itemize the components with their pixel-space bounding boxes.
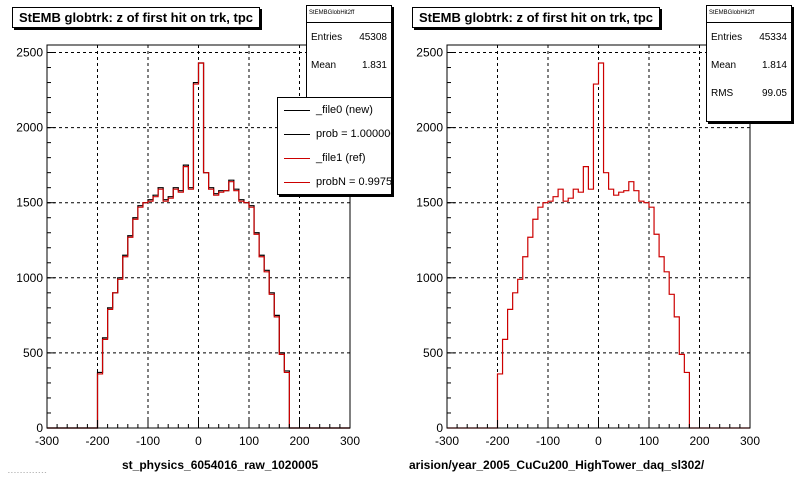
panel2-xtick-label: 0 (595, 434, 602, 448)
panel2-stats-name: StEMBGlobHit2ff (707, 6, 791, 23)
panel2-stats-rms-label: RMS (711, 87, 734, 99)
panel1-ytick-label: 2000 (16, 121, 43, 135)
legend-swatch-probn (284, 181, 310, 183)
panel1-legend: _file0 (new) prob = 1.000000 _file1 (ref… (277, 97, 392, 195)
panel2-ytick-label: 500 (423, 346, 443, 360)
panel2-ytick-label: 2000 (416, 121, 443, 135)
panel2-stats-entries-value: 45334 (759, 31, 787, 43)
legend-label-prob: prob = 1.000000 (316, 128, 392, 140)
panel2-stats-mean-value: 1.814 (761, 59, 787, 71)
panel1-xtick-label: -300 (35, 434, 59, 448)
panel2-stats-mean: Mean 1.814 (707, 51, 791, 79)
panel1-stats-mean: Mean 1.831 (307, 51, 391, 79)
panel2-stats-box: StEMBGlobHit2ff Entries 45334 Mean 1.814… (706, 5, 792, 122)
panel2-ytick-label: 2500 (416, 46, 443, 60)
panel1-x-title: st_physics_6054016_raw_1020005 (122, 458, 319, 472)
legend-entry-file0: _file0 (new) (278, 98, 391, 122)
panel1-stats-entries: Entries 45308 (307, 23, 391, 51)
panel1-xtick-label: 100 (239, 434, 259, 448)
legend-label-probn: probN = 0.997573 (316, 176, 392, 188)
legend-label-file1: _file1 (ref) (316, 152, 366, 164)
panel1-series-1-histogram (47, 62, 350, 429)
panel2-series-0-histogram (447, 62, 750, 429)
panel2-stats-mean-label: Mean (711, 59, 737, 71)
panel2-xtick-label: 200 (689, 434, 709, 448)
panel1-ytick-label: 2500 (16, 46, 43, 60)
panel1-stats-name: StEMBGlobHit2ff (307, 6, 391, 23)
legend-entry-file1: _file1 (ref) (278, 146, 391, 170)
panel1-stats-mean-value: 1.831 (361, 59, 387, 71)
panel2-stats-entries-label: Entries (711, 31, 743, 43)
panel2-stats-rms: RMS 99.05 (707, 79, 791, 107)
panel2-title: StEMB globtrk: z of first hit on trk, tp… (412, 7, 660, 28)
panel1-stats-entries-label: Entries (311, 31, 343, 43)
panel1-xtick-label: 200 (289, 434, 309, 448)
panel1-xtick-label: -200 (85, 434, 109, 448)
panel2-xtick-label: -100 (536, 434, 560, 448)
panel2-ytick-label: 0 (436, 421, 443, 435)
panel1-stats-entries-value: 45308 (359, 31, 387, 43)
legend-label-file0: _file0 (new) (316, 104, 373, 116)
panel2-xtick-label: -200 (485, 434, 509, 448)
legend-swatch-prob (284, 133, 310, 135)
panel2-xtick-label: -300 (435, 434, 459, 448)
panel1-ytick-label: 0 (36, 421, 43, 435)
panel2-x-title: arision/year_2005_CuCu200_HighTower_daq_… (409, 458, 705, 472)
panel1-ytick-label: 1000 (16, 271, 43, 285)
panel2-stats-rms-value: 99.05 (761, 87, 787, 99)
legend-entry-prob: prob = 1.000000 (278, 122, 391, 146)
panel2-ytick-label: 1000 (416, 271, 443, 285)
legend-swatch-file0 (284, 109, 310, 111)
panel1-xtick-label: -100 (136, 434, 160, 448)
footnote: - - - - - - - - - - - - - (8, 470, 47, 476)
panel1-ytick-label: 1500 (16, 196, 43, 210)
panel2-ytick-label: 1500 (416, 196, 443, 210)
panel1-ytick-label: 500 (23, 346, 43, 360)
panel2-xtick-label: 100 (639, 434, 659, 448)
legend-entry-probn: probN = 0.997573 (278, 170, 391, 194)
panel2-stats-entries: Entries 45334 (707, 23, 791, 51)
panel1-title: StEMB globtrk: z of first hit on trk, tp… (12, 7, 260, 28)
panel1-stats-mean-label: Mean (311, 59, 337, 71)
panel1-xtick-label: 0 (195, 434, 202, 448)
panel2-xtick-label: 300 (740, 434, 760, 448)
panel1-xtick-label: 300 (340, 434, 360, 448)
legend-swatch-file1 (284, 157, 310, 159)
